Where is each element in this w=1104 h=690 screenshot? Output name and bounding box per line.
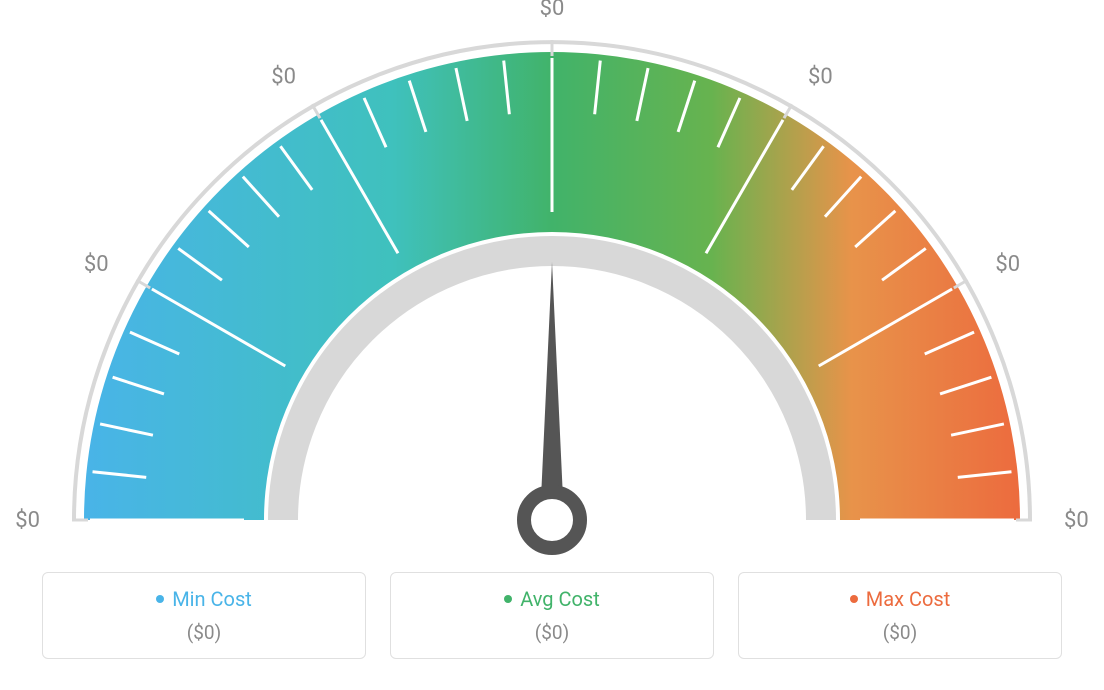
legend-title-max: Max Cost <box>850 587 951 611</box>
legend-title-min: Min Cost <box>156 587 252 611</box>
legend-value-avg: ($0) <box>401 621 703 644</box>
legend-card-avg: Avg Cost ($0) <box>390 572 714 659</box>
svg-text:$0: $0 <box>15 508 40 533</box>
svg-text:$0: $0 <box>540 0 565 21</box>
legend-dot-max <box>850 595 858 603</box>
svg-text:$0: $0 <box>808 65 833 90</box>
legend-card-max: Max Cost ($0) <box>738 572 1062 659</box>
legend-row: Min Cost ($0) Avg Cost ($0) Max Cost ($0… <box>42 572 1062 659</box>
legend-dot-avg <box>504 595 512 603</box>
gauge-chart: $0 $0 $0 $0 $0 $0 $0 <box>0 0 1104 570</box>
legend-label-avg: Avg Cost <box>520 587 600 611</box>
legend-value-min: ($0) <box>53 621 355 644</box>
legend-value-max: ($0) <box>749 621 1051 644</box>
legend-title-avg: Avg Cost <box>504 587 600 611</box>
legend-card-min: Min Cost ($0) <box>42 572 366 659</box>
svg-text:$0: $0 <box>271 65 296 90</box>
svg-text:$0: $0 <box>84 252 109 277</box>
gauge-svg: $0 $0 $0 $0 $0 $0 $0 <box>0 0 1104 570</box>
legend-label-max: Max Cost <box>866 587 951 611</box>
svg-text:$0: $0 <box>1064 508 1089 533</box>
svg-text:$0: $0 <box>995 252 1020 277</box>
legend-label-min: Min Cost <box>172 587 252 611</box>
legend-dot-min <box>156 595 164 603</box>
